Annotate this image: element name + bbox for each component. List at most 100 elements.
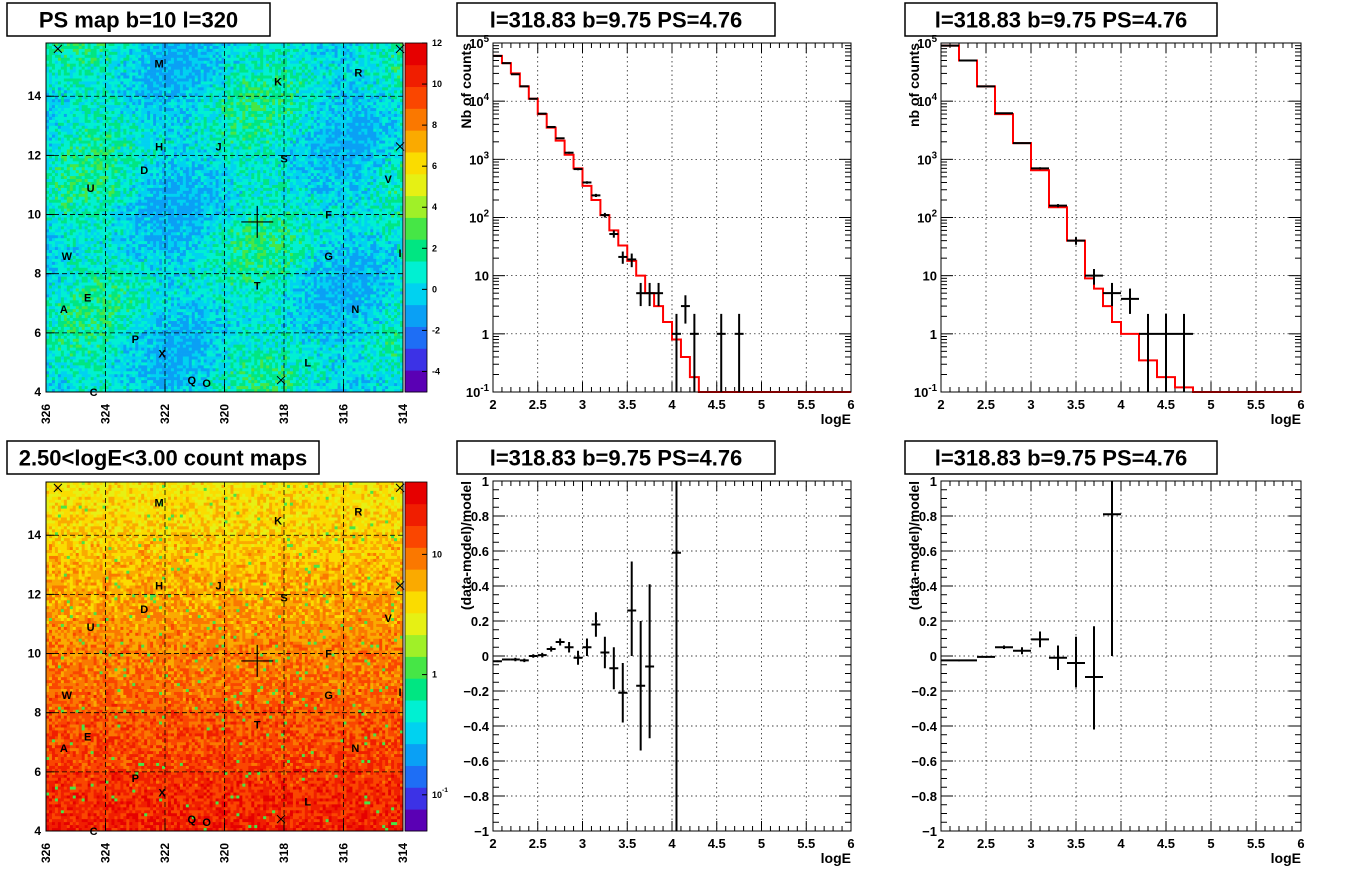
map-pixel xyxy=(269,155,272,158)
map-pixel xyxy=(379,135,382,138)
map-pixel xyxy=(317,141,320,144)
map-pixel xyxy=(385,49,388,52)
map-pixel xyxy=(192,96,195,99)
map-pixel xyxy=(346,70,349,73)
map-pixel xyxy=(70,135,73,138)
map-pixel xyxy=(88,161,91,164)
map-pixel xyxy=(385,46,388,49)
map-pixel xyxy=(88,46,91,49)
map-pixel xyxy=(135,132,138,135)
map-pixel xyxy=(216,111,219,114)
map-pixel xyxy=(207,73,210,76)
map-pixel xyxy=(230,144,233,147)
map-pixel xyxy=(352,61,355,64)
map-pixel xyxy=(379,46,382,49)
map-pixel xyxy=(141,46,144,49)
map-pixel xyxy=(198,81,201,84)
map-pixel xyxy=(290,49,293,52)
map-pixel xyxy=(260,67,263,70)
map-pixel xyxy=(147,70,150,73)
map-pixel xyxy=(108,123,111,126)
map-pixel xyxy=(174,155,177,158)
map-pixel xyxy=(335,132,338,135)
map-pixel xyxy=(284,117,287,120)
map-pixel xyxy=(106,149,109,152)
map-pixel xyxy=(367,81,370,84)
map-pixel xyxy=(257,141,260,144)
map-pixel xyxy=(207,161,210,164)
map-pixel xyxy=(207,58,210,61)
map-pixel xyxy=(275,70,278,73)
map-pixel xyxy=(293,70,296,73)
map-pixel xyxy=(123,155,126,158)
map-pixel xyxy=(385,67,388,70)
map-pixel xyxy=(108,84,111,87)
map-pixel xyxy=(394,90,397,93)
map-pixel xyxy=(52,64,55,67)
map-pixel xyxy=(293,129,296,132)
map-pixel xyxy=(49,120,52,123)
map-pixel xyxy=(135,55,138,58)
map-pixel xyxy=(287,78,290,81)
map-pixel xyxy=(132,96,135,99)
map-pixel xyxy=(61,76,64,79)
map-pixel xyxy=(91,78,94,81)
map-pixel xyxy=(171,70,174,73)
map-pixel xyxy=(326,78,329,81)
map-pixel xyxy=(156,158,159,161)
map-pixel xyxy=(195,129,198,132)
map-pixel xyxy=(189,155,192,158)
map-pixel xyxy=(382,120,385,123)
map-pixel xyxy=(216,129,219,132)
map-pixel xyxy=(189,55,192,58)
map-pixel xyxy=(239,49,242,52)
map-pixel xyxy=(73,129,76,132)
map-pixel xyxy=(180,99,183,102)
map-pixel xyxy=(70,76,73,79)
map-pixel xyxy=(263,67,266,70)
map-pixel xyxy=(67,132,70,135)
map-pixel xyxy=(284,52,287,55)
map-pixel xyxy=(207,96,210,99)
map-pixel xyxy=(275,67,278,70)
map-pixel xyxy=(373,78,376,81)
map-pixel xyxy=(132,78,135,81)
map-pixel xyxy=(91,84,94,87)
map-pixel xyxy=(132,46,135,49)
map-pixel xyxy=(287,126,290,129)
map-pixel xyxy=(358,111,361,114)
map-pixel xyxy=(106,81,109,84)
map-pixel xyxy=(168,117,171,120)
map-pixel xyxy=(332,76,335,79)
map-pixel xyxy=(269,132,272,135)
map-pixel xyxy=(180,52,183,55)
map-pixel xyxy=(335,61,338,64)
map-pixel xyxy=(227,129,230,132)
map-pixel xyxy=(227,141,230,144)
map-pixel xyxy=(251,84,254,87)
map-pixel xyxy=(156,102,159,105)
map-pixel xyxy=(198,108,201,111)
map-pixel xyxy=(82,58,85,61)
map-pixel xyxy=(171,49,174,52)
map-pixel xyxy=(352,117,355,120)
map-pixel xyxy=(171,120,174,123)
map-pixel xyxy=(216,99,219,102)
map-pixel xyxy=(388,96,391,99)
map-pixel xyxy=(177,70,180,73)
map-pixel xyxy=(114,105,117,108)
map-pixel xyxy=(156,161,159,164)
map-pixel xyxy=(64,129,67,132)
map-pixel xyxy=(70,155,73,158)
map-pixel xyxy=(287,123,290,126)
map-pixel xyxy=(192,78,195,81)
map-pixel xyxy=(49,111,52,114)
map-pixel xyxy=(239,84,242,87)
map-pixel xyxy=(186,49,189,52)
map-pixel xyxy=(305,108,308,111)
map-pixel xyxy=(296,87,299,90)
map-pixel xyxy=(227,138,230,141)
map-pixel xyxy=(335,126,338,129)
map-pixel xyxy=(352,161,355,164)
